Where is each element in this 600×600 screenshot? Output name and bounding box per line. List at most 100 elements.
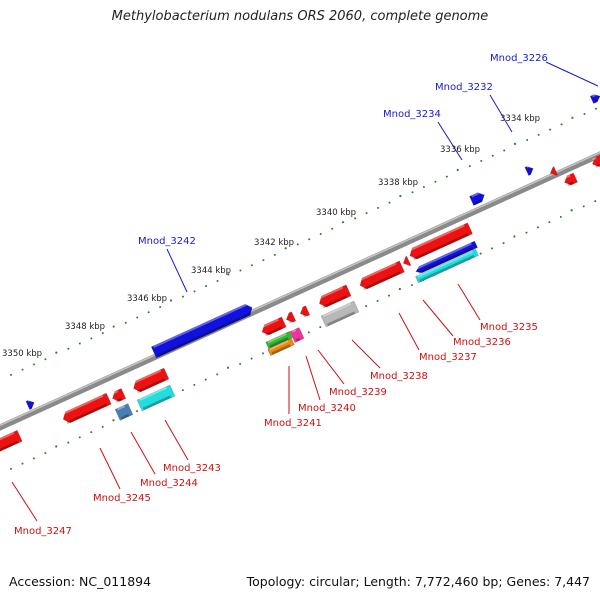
gene-shadow	[474, 199, 483, 205]
gene-shadow	[271, 344, 291, 355]
gene-cyan-block	[136, 384, 176, 412]
scale-label: 3334 kbp	[500, 114, 540, 124]
gene-pink-block	[289, 327, 305, 343]
gene-shadow	[363, 271, 401, 291]
gene-label: Mnod_3237	[419, 352, 477, 363]
gene-highlight	[471, 192, 480, 198]
gene-mnod-3232	[524, 166, 534, 176]
gene-highlight	[286, 313, 289, 317]
gene-mnod-3241	[261, 316, 287, 337]
gene-highlight	[359, 262, 397, 282]
leader-line	[305, 355, 321, 401]
gene-orange-block	[267, 338, 295, 356]
gene-highlight	[550, 168, 551, 170]
gene-shadow	[30, 406, 33, 409]
gene-highlight	[269, 340, 289, 351]
gene-body	[320, 300, 360, 328]
gene-red-right-small	[549, 166, 558, 176]
gene-highlight	[409, 224, 465, 252]
leader-line	[351, 339, 381, 369]
gene-shadow	[142, 395, 172, 411]
gene-body	[409, 222, 473, 260]
gene-red-edge	[592, 154, 600, 168]
gene-features	[0, 94, 600, 453]
gene-shadow	[326, 311, 356, 327]
gene-shadow	[406, 265, 407, 267]
leader-line	[317, 349, 345, 385]
gene-highlight	[592, 157, 597, 161]
gene-mnod-3226	[589, 94, 600, 104]
gene-forward-small	[25, 400, 35, 410]
gene-shadow	[269, 337, 289, 348]
gene-highlight	[138, 386, 168, 401]
gene-label: Mnod_3235	[480, 322, 538, 333]
gene-shadow	[594, 99, 599, 103]
gene-mnod-3235	[409, 222, 473, 261]
scale-label: 3336 kbp	[440, 145, 480, 155]
gene-shadow	[295, 337, 301, 342]
gene-red-right	[564, 172, 578, 187]
gene-label: Mnod_3240	[298, 403, 356, 414]
leader-line	[130, 431, 156, 475]
gene-shadow	[115, 397, 123, 403]
gene-highlight	[62, 394, 104, 415]
gene-shadow	[595, 163, 600, 168]
gene-highlight	[300, 307, 303, 311]
gene-body	[415, 240, 478, 274]
gene-label: Mnod_3241	[264, 418, 322, 429]
gene-label: Mnod_3232	[435, 82, 493, 93]
gene-label: Mnod_3244	[140, 478, 198, 489]
gene-body	[549, 166, 558, 176]
genome-backbone-highlight	[0, 151, 600, 427]
scale-label: 3342 kbp	[254, 238, 294, 248]
gene-label: Mnod_3245	[93, 493, 151, 504]
scale-label: 3338 kbp	[378, 178, 418, 188]
gene-mnod-3236-b	[415, 248, 479, 284]
gene-highlight	[153, 303, 247, 348]
gene-body	[589, 94, 600, 104]
leader-line	[398, 312, 420, 351]
gene-label: Mnod_3242	[138, 236, 196, 247]
gene-label: Mnod_3226	[490, 53, 548, 64]
gene-label: Mnod_3247	[14, 526, 72, 537]
gene-body	[299, 305, 311, 317]
gene-labels: Mnod_3226 Mnod_3232 Mnod_3234 Mnod_3242 Mnod…	[14, 53, 548, 537]
gene-mnod-3239	[299, 305, 311, 318]
gene-mnod-3242	[150, 303, 253, 359]
scale-label: 3344 kbp	[191, 266, 231, 276]
gene-highlight	[116, 405, 126, 411]
scale-label: 3340 kbp	[316, 208, 356, 218]
gene-highlight	[564, 174, 571, 179]
leader-line	[545, 61, 599, 87]
leader-line	[437, 121, 463, 161]
gene-highlight	[318, 286, 344, 300]
gene-body	[112, 388, 127, 402]
gene-steel-block	[114, 403, 134, 421]
gene-label: Mnod_3236	[453, 337, 511, 348]
gene-shadow	[136, 378, 166, 394]
gene-mnod-3234	[469, 192, 485, 206]
gene-shadow	[418, 246, 474, 275]
gene-shadow	[303, 314, 307, 318]
gene-label: Mnod_3243	[163, 463, 221, 474]
gene-body	[114, 403, 134, 421]
gene-mnod-3243	[132, 367, 170, 394]
gene-shadow	[322, 295, 348, 309]
gene-shadow	[0, 440, 19, 453]
leader-line	[166, 248, 188, 293]
gene-highlight	[0, 431, 15, 444]
gene-shadow	[419, 254, 475, 283]
scale-labels: 3334 kbp 3336 kbp 3338 kbp 3340 kbp 3342 kbp…	[2, 114, 540, 359]
gene-highlight	[132, 369, 162, 384]
gene-label: Mnod_3234	[383, 109, 441, 120]
gene-mnod-3240	[285, 311, 297, 324]
gene-body	[261, 316, 287, 336]
gene-highlight	[417, 250, 473, 278]
gene-mnod-3244	[112, 388, 127, 403]
gene-shadow	[289, 320, 293, 324]
gene-body	[0, 429, 23, 452]
gene-body	[289, 327, 305, 343]
gene-body	[524, 166, 534, 176]
leader-line	[489, 94, 513, 133]
